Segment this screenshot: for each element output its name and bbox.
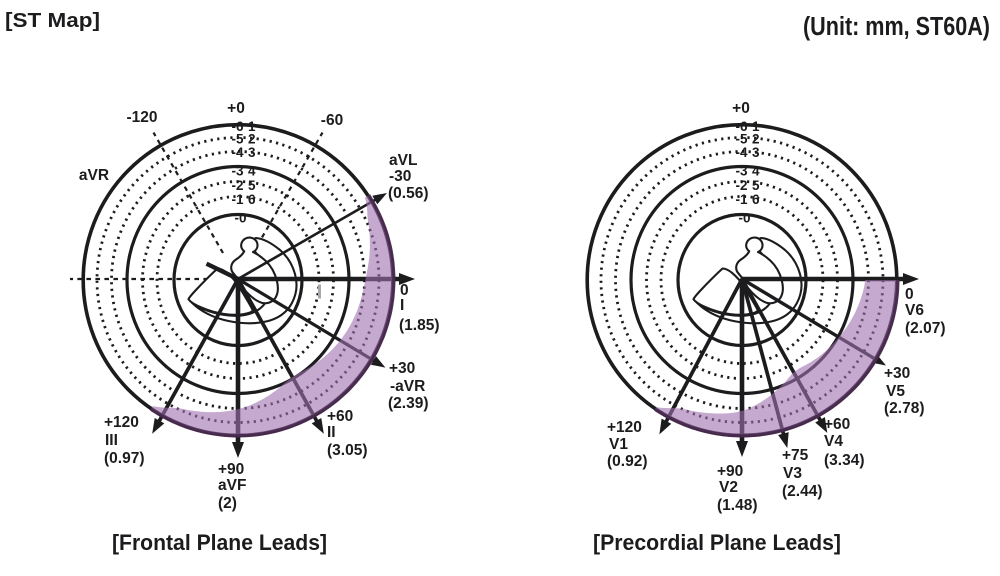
- svg-text:+90: +90: [218, 461, 244, 478]
- svg-text:+30: +30: [389, 360, 415, 377]
- svg-text:-120: -120: [126, 109, 157, 126]
- svg-text:+120: +120: [104, 414, 139, 431]
- svg-text:-5: -5: [231, 132, 243, 147]
- svg-text:-6: -6: [231, 119, 243, 134]
- svg-text:V4: V4: [824, 433, 843, 450]
- svg-text:(1.85): (1.85): [399, 317, 440, 334]
- svg-text:-4: -4: [231, 145, 243, 160]
- svg-text:(3.05): (3.05): [327, 442, 368, 459]
- svg-text:6: 6: [752, 192, 760, 207]
- svg-text:[Frontal Plane Leads]: [Frontal Plane Leads]: [112, 530, 327, 555]
- svg-text:-0: -0: [234, 211, 246, 226]
- svg-text:(3.34): (3.34): [824, 452, 865, 469]
- svg-text:(2.39): (2.39): [388, 395, 429, 412]
- svg-text:(0.92): (0.92): [607, 453, 648, 470]
- svg-text:-2: -2: [231, 178, 243, 193]
- svg-text:+0: +0: [732, 100, 750, 117]
- svg-text:[ST Map]: [ST Map]: [5, 10, 100, 32]
- svg-text:-aVR: -aVR: [390, 378, 425, 395]
- svg-text:+75: +75: [782, 447, 809, 464]
- svg-text:4: 4: [248, 164, 256, 179]
- svg-text:0: 0: [905, 286, 914, 303]
- svg-text:+0: +0: [227, 100, 245, 117]
- svg-text:3: 3: [752, 145, 760, 160]
- svg-text:4: 4: [752, 164, 760, 179]
- svg-text:-2: -2: [735, 178, 747, 193]
- svg-text:V2: V2: [719, 479, 738, 496]
- svg-text:+60: +60: [327, 408, 353, 425]
- svg-text:III: III: [105, 432, 118, 449]
- svg-text:(2.44): (2.44): [782, 483, 823, 500]
- svg-text:-30: -30: [389, 168, 411, 185]
- svg-text:(2): (2): [218, 495, 237, 512]
- svg-text:1: 1: [248, 119, 256, 134]
- svg-text:-3: -3: [231, 164, 243, 179]
- svg-text:(2.07): (2.07): [905, 320, 946, 337]
- svg-text:II: II: [327, 424, 336, 441]
- svg-text:V3: V3: [783, 465, 802, 482]
- svg-text:(2.78): (2.78): [884, 400, 925, 417]
- svg-text:aVF: aVF: [218, 477, 246, 494]
- svg-text:2: 2: [752, 132, 760, 147]
- svg-text:aVR: aVR: [79, 167, 109, 184]
- svg-text:(1.48): (1.48): [717, 497, 758, 514]
- svg-text:-0: -0: [738, 211, 750, 226]
- svg-text:-5: -5: [735, 132, 747, 147]
- svg-text:-3: -3: [735, 164, 747, 179]
- svg-text:aVL: aVL: [389, 152, 417, 169]
- svg-text:+30: +30: [884, 365, 910, 382]
- svg-text:V1: V1: [609, 436, 628, 453]
- svg-text:6: 6: [248, 192, 256, 207]
- svg-text:-1: -1: [735, 192, 747, 207]
- svg-text:3: 3: [248, 145, 256, 160]
- svg-text:+60: +60: [824, 416, 850, 433]
- svg-text:+90: +90: [717, 463, 743, 480]
- svg-text:5: 5: [248, 178, 256, 193]
- svg-text:-1: -1: [231, 192, 243, 207]
- svg-text:I: I: [400, 297, 404, 314]
- svg-text:(0.56): (0.56): [388, 185, 429, 202]
- svg-text:2: 2: [248, 132, 256, 147]
- svg-text:-60: -60: [321, 112, 343, 129]
- svg-text:[Precordial Plane Leads]: [Precordial Plane Leads]: [593, 530, 841, 555]
- svg-text:(Unit: mm, ST60A): (Unit: mm, ST60A): [803, 13, 990, 41]
- svg-text:5: 5: [752, 178, 760, 193]
- svg-text:+120: +120: [607, 419, 642, 436]
- svg-text:0: 0: [400, 282, 409, 299]
- svg-text:1: 1: [752, 119, 760, 134]
- svg-text:-4: -4: [735, 145, 747, 160]
- svg-text:V5: V5: [886, 383, 905, 400]
- svg-text:(0.97): (0.97): [104, 450, 145, 467]
- svg-text:-6: -6: [735, 119, 747, 134]
- svg-text:V6: V6: [905, 302, 924, 319]
